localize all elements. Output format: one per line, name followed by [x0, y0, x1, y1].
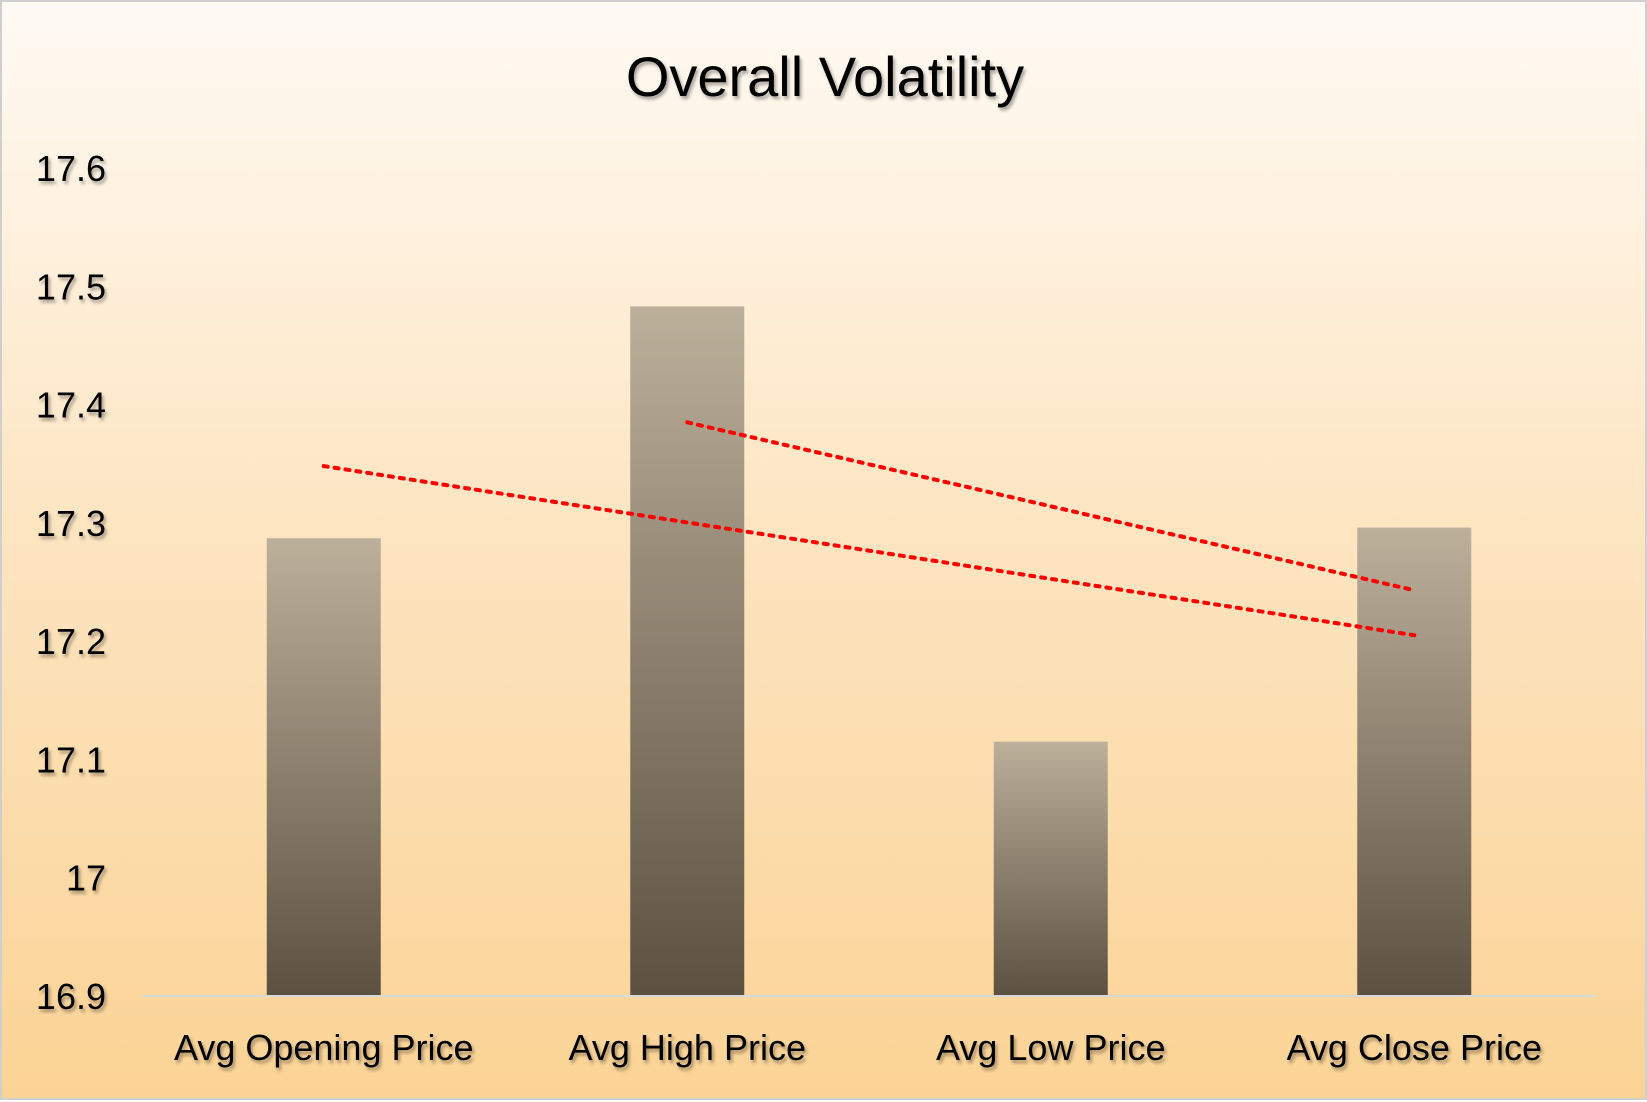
y-tick-label: 16.9 — [36, 976, 106, 1017]
chart-title: Overall Volatility — [626, 45, 1024, 108]
x-tick-label: Avg Opening Price — [174, 1027, 474, 1068]
y-tick-label: 17.3 — [36, 503, 106, 544]
y-tick-label: 17.4 — [36, 385, 106, 426]
y-tick-label: 17 — [66, 858, 106, 899]
y-tick-label: 17.1 — [36, 739, 106, 780]
trendlines-group — [321, 420, 1417, 638]
bar — [1357, 527, 1472, 996]
bar — [993, 741, 1108, 996]
y-tick-label: 17.2 — [36, 621, 106, 662]
x-tick-label: Avg High Price — [569, 1027, 806, 1068]
trendline — [321, 464, 1417, 638]
bars-group — [266, 306, 1472, 996]
bar — [630, 306, 745, 996]
x-tick-label: Avg Low Price — [936, 1027, 1165, 1068]
bar — [266, 538, 381, 996]
x-tick-label: Avg Close Price — [1287, 1027, 1542, 1068]
y-tick-label: 17.5 — [36, 266, 106, 307]
x-axis: Avg Opening Price Avg High Price Avg Low P… — [174, 1027, 1542, 1068]
trendline — [685, 420, 1417, 593]
y-axis: 16.9 17 17.1 17.2 17.3 17.4 17.5 17.6 — [36, 148, 106, 1017]
y-tick-label: 17.6 — [36, 148, 106, 189]
